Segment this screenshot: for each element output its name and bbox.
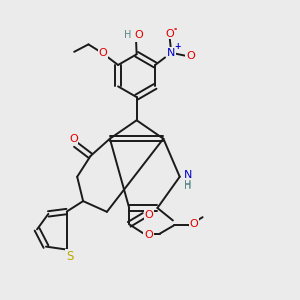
Text: O: O <box>143 230 152 240</box>
Text: -: - <box>173 24 177 33</box>
Text: O: O <box>144 230 153 240</box>
Text: O: O <box>69 134 78 144</box>
Text: O: O <box>186 51 195 61</box>
Text: O: O <box>144 210 153 220</box>
Text: H: H <box>124 31 131 41</box>
Text: O: O <box>144 210 153 220</box>
Text: H: H <box>124 30 131 40</box>
Text: +: + <box>175 42 181 51</box>
Text: H: H <box>184 181 192 191</box>
Text: O: O <box>98 48 107 58</box>
Text: N: N <box>184 170 192 180</box>
Text: O: O <box>98 48 107 58</box>
Text: S: S <box>66 250 74 262</box>
Text: O: O <box>190 219 198 229</box>
Text: N: N <box>167 48 176 58</box>
Text: -: - <box>173 25 177 34</box>
Text: O: O <box>69 134 78 144</box>
Text: N: N <box>167 48 176 58</box>
Text: +: + <box>175 42 181 51</box>
Text: O: O <box>135 31 143 41</box>
Text: H: H <box>184 180 192 190</box>
Text: O: O <box>190 219 198 229</box>
Text: S: S <box>66 250 74 262</box>
Text: O: O <box>186 51 195 61</box>
Text: O: O <box>165 29 174 39</box>
Text: O: O <box>135 30 143 40</box>
Text: N: N <box>184 170 192 180</box>
Text: O: O <box>165 29 174 39</box>
